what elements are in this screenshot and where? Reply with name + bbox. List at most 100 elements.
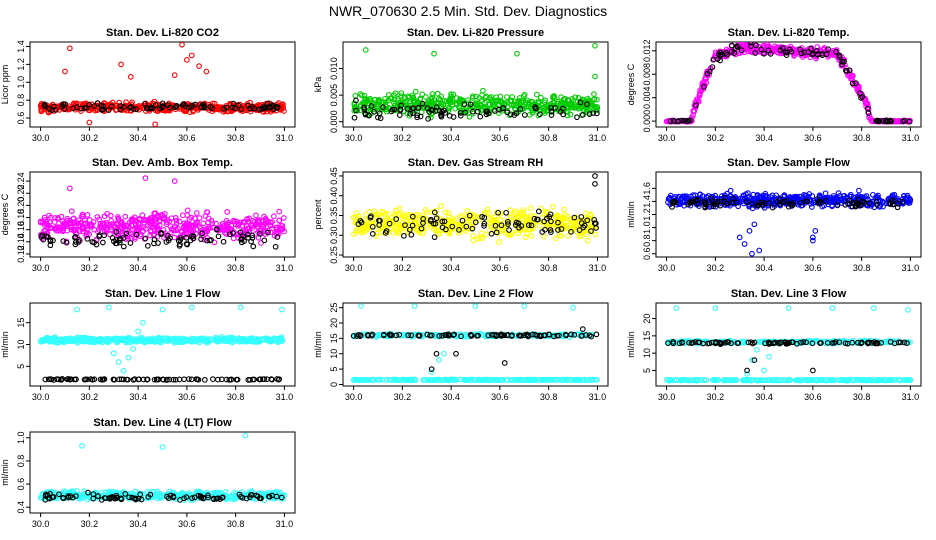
data-point (542, 332, 549, 339)
panel-title: Stan. Dev. Line 1 Flow (105, 288, 221, 300)
data-point (438, 93, 444, 100)
data-point (238, 239, 245, 246)
data-point (485, 210, 492, 216)
data-point (736, 234, 743, 241)
x-tick-label: 30.2 (707, 392, 725, 402)
data-point (376, 377, 382, 383)
data-point (140, 224, 147, 230)
data-point (188, 214, 195, 221)
data-point (573, 377, 580, 383)
data-point (426, 109, 433, 115)
data-point (479, 230, 485, 236)
data-point (554, 376, 561, 383)
data-point (436, 376, 443, 383)
data-point (417, 95, 424, 102)
data-point (202, 213, 209, 219)
data-point (874, 202, 880, 208)
data-point (769, 204, 776, 211)
data-point (578, 214, 585, 220)
data-point (468, 332, 474, 338)
data-point (372, 96, 378, 103)
data-point (123, 376, 130, 383)
data-point (108, 221, 115, 227)
data-point (877, 202, 884, 209)
data-point (801, 192, 807, 198)
y-tick-label: 15 (642, 331, 652, 341)
data-point (469, 108, 476, 115)
data-point (568, 100, 575, 106)
data-point (193, 210, 200, 216)
x-tick-label: 31.0 (902, 392, 920, 402)
data-point (152, 216, 159, 222)
y-tick-label: 0.18 (16, 209, 26, 227)
data-point (230, 230, 236, 236)
data-point (394, 219, 401, 226)
y-tick-label: 0.40 (329, 187, 339, 205)
data-point (141, 100, 148, 107)
data-point (155, 376, 161, 383)
panel-title: Stan. Dev. Li-820 Pressure (407, 27, 544, 39)
data-point (163, 221, 170, 228)
data-point (168, 226, 175, 232)
data-point (395, 97, 402, 104)
data-points (663, 42, 913, 125)
data-point (215, 376, 221, 383)
data-point (399, 215, 406, 222)
plot-frame (655, 171, 922, 258)
data-point (362, 47, 369, 53)
data-point (205, 219, 211, 226)
data-point (393, 228, 400, 235)
data-point (528, 222, 535, 229)
data-point (594, 110, 600, 117)
data-point (432, 377, 439, 383)
data-point (392, 90, 399, 97)
data-point (109, 99, 116, 106)
data-point (531, 213, 537, 219)
data-point (448, 99, 455, 105)
data-point (749, 250, 755, 257)
data-point (506, 232, 513, 239)
data-point (273, 226, 280, 233)
data-point (130, 106, 137, 112)
data-point (584, 237, 591, 244)
data-point (176, 218, 183, 225)
data-point (271, 213, 277, 220)
data-point (873, 193, 880, 200)
data-point (120, 376, 127, 383)
data-point (375, 331, 382, 338)
data-point (560, 96, 567, 103)
data-point (667, 192, 674, 199)
data-point (170, 376, 177, 383)
data-point (492, 217, 499, 224)
data-point (535, 216, 541, 223)
data-point (547, 211, 554, 218)
data-point (548, 229, 554, 235)
data-point (74, 306, 81, 313)
y-axis-label: Licor ppm (0, 65, 10, 105)
data-point (402, 222, 408, 228)
y-tick-label: 0.6 (642, 247, 652, 260)
data-point (504, 376, 511, 383)
data-point (148, 215, 155, 221)
data-point (393, 376, 399, 383)
data-point (204, 336, 211, 342)
data-point (513, 219, 520, 226)
panel-title: Stan. Dev. Line 3 Flow (731, 288, 847, 300)
data-point (488, 230, 495, 237)
data-point (459, 217, 466, 224)
data-point (765, 43, 772, 50)
data-point (521, 112, 528, 118)
data-point (234, 376, 241, 383)
data-point (766, 200, 773, 206)
data-point (461, 101, 468, 107)
data-point (155, 240, 161, 246)
x-tick-label: 30.8 (540, 133, 558, 143)
data-point (540, 376, 547, 383)
data-point (684, 118, 691, 124)
data-point (419, 91, 426, 98)
data-point (279, 226, 286, 232)
data-point (41, 101, 48, 108)
x-tick-label: 30.8 (540, 392, 558, 402)
